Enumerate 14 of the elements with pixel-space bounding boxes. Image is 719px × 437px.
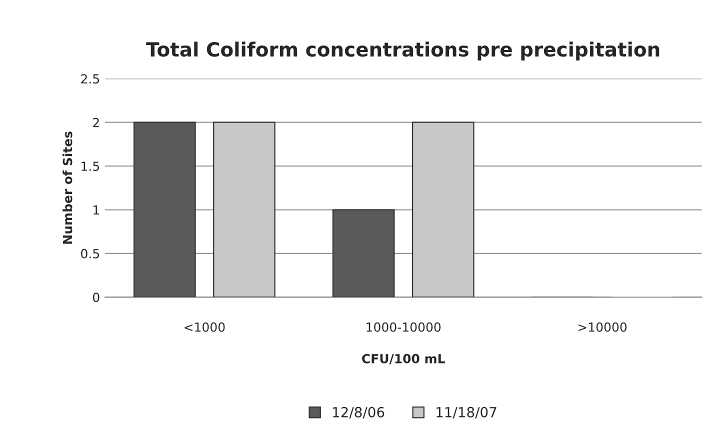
x-axis-title: CFU/100 mL (362, 354, 445, 364)
x-tick-label: <1000 (184, 322, 225, 332)
legend-label: 12/8/06 (333, 406, 384, 419)
x-tick-label: 1000-10000 (366, 322, 441, 332)
y-tick-label: 0 (92, 292, 100, 302)
y-axis-title: Number of Sites (62, 132, 72, 244)
y-tick-label: 1.5 (82, 162, 100, 171)
x-tick-label: >10000 (578, 322, 627, 332)
y-tick-label: 2 (93, 118, 99, 128)
chart-title: Total Coliform concentrations pre precipitation (146, 42, 660, 60)
y-tick-label: 2.5 (81, 74, 100, 84)
y-tick-label: 1 (94, 205, 99, 215)
legend-label: 11/18/07 (436, 406, 496, 419)
y-tick-label: 0.5 (81, 248, 100, 258)
